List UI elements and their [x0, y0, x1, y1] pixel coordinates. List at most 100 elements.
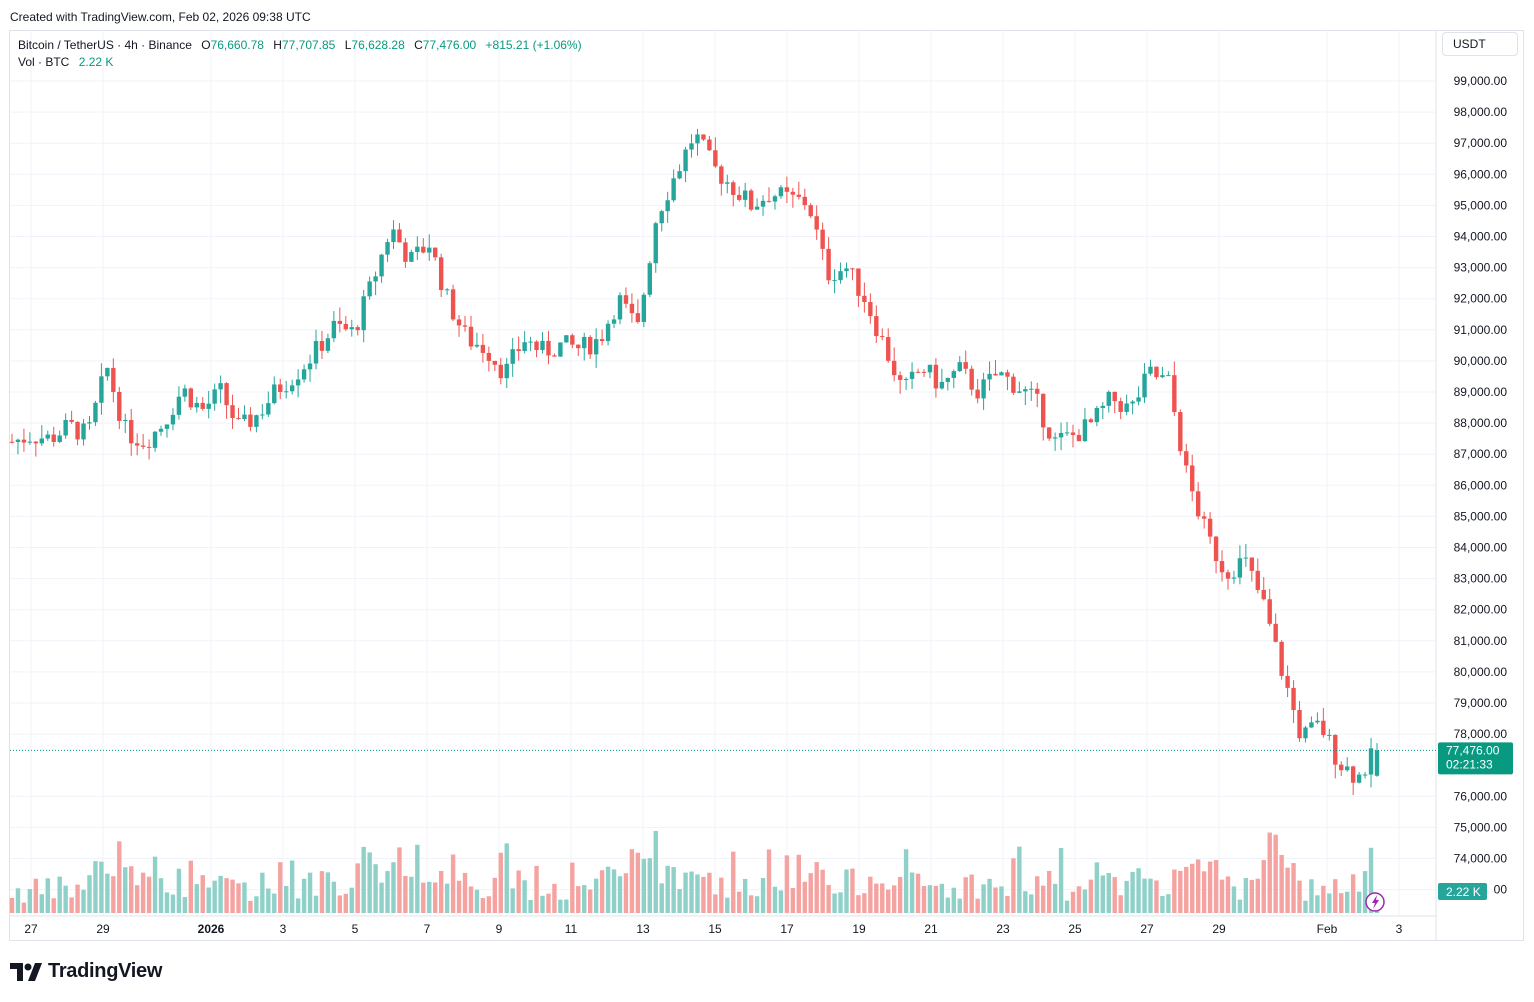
- volume-bar: [731, 851, 736, 913]
- volume-bar: [766, 849, 772, 913]
- volume-bar: [1035, 876, 1040, 913]
- volume-bar: [206, 887, 211, 913]
- volume-bar: [385, 871, 390, 913]
- candle-body: [1255, 570, 1260, 590]
- candle-body: [909, 371, 915, 379]
- candle-body: [1243, 557, 1249, 559]
- volume-bar: [361, 846, 366, 913]
- volume-bar: [39, 894, 45, 913]
- currency-selector[interactable]: USDT: [1442, 32, 1518, 56]
- volume-bar: [951, 887, 956, 913]
- candle-body: [140, 445, 146, 447]
- candle-body: [1023, 389, 1028, 392]
- candle-body: [391, 229, 396, 243]
- chart-frame: [9, 30, 1524, 941]
- volume-bar: [1070, 891, 1076, 913]
- candle-body: [653, 223, 658, 264]
- volume-series: [9, 830, 1380, 913]
- candle-body: [921, 371, 927, 373]
- y-tick-label: 85,000.00: [1454, 509, 1508, 523]
- volume-badge: 2.22 K: [1438, 883, 1487, 900]
- candle-body: [379, 254, 384, 277]
- change-value: +815.21 (+1.06%): [485, 38, 582, 52]
- candle-body: [1118, 401, 1123, 412]
- candle-body: [1315, 720, 1320, 723]
- volume-bar: [737, 891, 742, 913]
- candle-body: [1339, 764, 1344, 771]
- candle-body: [1368, 748, 1374, 775]
- volume-bar: [629, 849, 635, 913]
- brand-logo[interactable]: TradingView: [10, 960, 162, 983]
- candle-body: [9, 441, 15, 443]
- volume-bar: [1243, 878, 1249, 913]
- volume-bar: [266, 888, 271, 913]
- volume-bar: [33, 878, 39, 913]
- y-tick-label: 00: [1494, 883, 1508, 897]
- close-label: C: [414, 38, 423, 52]
- volume-bar: [295, 898, 301, 913]
- candle-body: [635, 313, 641, 323]
- volume-bar: [796, 854, 802, 913]
- candle-body: [1362, 774, 1368, 776]
- candle-body: [1207, 518, 1213, 537]
- x-tick-label: 27: [24, 922, 38, 936]
- candle-body: [486, 352, 492, 361]
- volume-bar: [1136, 868, 1141, 913]
- volume-label[interactable]: Vol · BTC: [18, 55, 70, 69]
- candle-body: [617, 295, 623, 320]
- volume-bar: [1029, 894, 1034, 913]
- volume-bar: [993, 887, 998, 913]
- candle-body: [15, 439, 21, 442]
- candle-body: [111, 367, 116, 392]
- volume-bar: [903, 849, 909, 913]
- lightning-icon[interactable]: [1365, 892, 1385, 912]
- volume-bar: [188, 860, 194, 913]
- volume-legend: Vol · BTC 2.22 K: [18, 55, 113, 69]
- volume-bar: [504, 843, 509, 913]
- candle-body: [278, 384, 283, 393]
- volume-bar: [1201, 871, 1207, 913]
- candle-body: [677, 171, 682, 179]
- open-label: O: [201, 38, 211, 52]
- volume-bar: [343, 893, 348, 913]
- volume-bar: [838, 892, 843, 913]
- volume-bar: [552, 883, 557, 913]
- volume-bar: [224, 878, 229, 913]
- volume-bar: [760, 878, 766, 913]
- x-tick-label: 29: [96, 922, 110, 936]
- last-price-value: 77,476.00: [1446, 743, 1500, 757]
- candle-body: [1041, 393, 1046, 428]
- candle-body: [570, 335, 575, 345]
- y-tick-label: 90,000.00: [1454, 354, 1508, 368]
- volume-bar: [1333, 879, 1338, 913]
- volume-bar: [832, 893, 837, 913]
- y-tick-label: 97,000.00: [1454, 136, 1508, 150]
- candle-body: [462, 325, 468, 327]
- volume-bar: [63, 885, 68, 913]
- volume-bar: [987, 878, 992, 913]
- volume-bar: [748, 895, 754, 913]
- candle-body: [1029, 388, 1034, 390]
- symbol-title[interactable]: Bitcoin / TetherUS · 4h · Binance: [18, 38, 192, 52]
- x-tick-label: 27: [1140, 922, 1154, 936]
- candle-body: [1172, 375, 1177, 413]
- volume-bar: [999, 886, 1004, 913]
- candle-body: [450, 289, 456, 320]
- volume-bar: [981, 884, 986, 913]
- candle-body: [1160, 375, 1165, 378]
- candle-body: [510, 349, 515, 364]
- volume-bar: [438, 870, 444, 913]
- candle-body: [283, 391, 289, 393]
- volume-bar: [492, 877, 498, 913]
- volume-bar: [826, 885, 831, 913]
- y-tick-label: 80,000.00: [1454, 665, 1508, 679]
- candle-body: [564, 335, 569, 343]
- candle-body: [927, 364, 933, 373]
- volume-bar: [1011, 858, 1016, 913]
- candle-body: [969, 368, 974, 390]
- candle-body: [540, 340, 545, 351]
- x-tick-label: 29: [1212, 922, 1226, 936]
- candle-body: [373, 276, 378, 282]
- volume-bar: [1291, 863, 1296, 913]
